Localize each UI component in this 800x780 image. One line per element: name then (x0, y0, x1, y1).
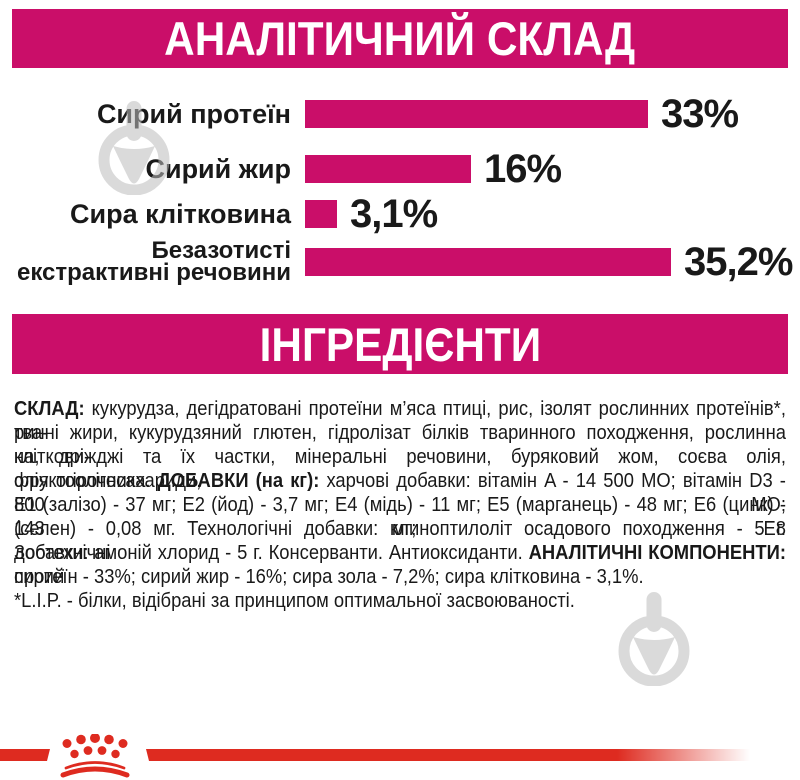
ingredients-heading: АНАЛІТИЧНІ КОМПОНЕНТИ: (528, 542, 786, 564)
ingredients-line: протеїн - 33%; сирий жир - 16%; сира зол… (14, 565, 786, 589)
ingredients-line: олія огірочника. ДОБАВКИ (на кг): харчов… (14, 469, 786, 516)
bar-value: 3,1% (350, 191, 438, 236)
chart-row-crude-fat: Сирий жир 16% (0, 147, 800, 191)
bar-label: Безазотисті екстрактивні речовини (0, 237, 291, 286)
bar-value: 33% (661, 91, 739, 136)
ingredients-line: ринні жири, кукурудзяний глютен, гідролі… (14, 421, 786, 468)
ingredients-run: харчові добавки: вітамін A - 14 500 МО; … (14, 470, 786, 516)
bar-fill (305, 248, 671, 276)
ingredients-line: *L.I.P. - білки, відібрані за принципом … (14, 589, 786, 613)
header-ingredients-title: ІНГРЕДІЄНТИ (259, 317, 541, 371)
ingredients-heading: СКЛАД: (14, 398, 92, 420)
chart-row-crude-fiber: Сира клітковина 3,1% (0, 192, 800, 236)
bar-label-line-2: екстрактивні речовини (16, 259, 291, 286)
bar-label: Сира клітковина (70, 199, 291, 229)
ingredients-run: добавки: амоній хлорид - 5 г. Консервант… (14, 542, 529, 564)
ingredients-line: (селен) - 0,08 мг. Технологічні добавки:… (14, 517, 786, 564)
chart-row-nitrogen-free-extractives: Безазотисті екстрактивні речовини 35,2% (0, 239, 800, 285)
ingredients-run: на, дріжджі та їх частки, мінеральні реч… (14, 446, 786, 492)
analytical-chart: Сирий протеїн 33% Сирий жир 16% Сира клі… (0, 92, 800, 285)
royal-canin-crown-logo-icon (60, 734, 130, 778)
ingredients-line: E1 (залізо) - 37 мг; E2 (йод) - 3,7 мг; … (14, 493, 786, 540)
ingredients-line: добавки: амоній хлорид - 5 г. Консервант… (14, 541, 786, 588)
ingredients-run: ринні жири, кукурудзяний глютен, гідролі… (14, 422, 786, 468)
ingredients-run: E1 (залізо) - 37 мг; E2 (йод) - 3,7 мг; … (14, 494, 786, 540)
ingredients-run: сирий (14, 566, 65, 588)
bar-label: Сирий жир (145, 154, 291, 184)
bar-label: Сирий протеїн (96, 99, 291, 129)
divider-line-left (0, 749, 50, 761)
ingredients-line: на, дріжджі та їх частки, мінеральні реч… (14, 445, 786, 492)
chart-row-crude-protein: Сирий протеїн 33% (0, 92, 800, 136)
ingredients-line: СКЛАД: кукурудза, дегідратовані протеїни… (14, 397, 786, 444)
ingredients-text: СКЛАД: кукурудза, дегідратовані протеїни… (14, 397, 786, 613)
ingredients-run: кукурудза, дегідратовані протеїни м’яса … (14, 398, 786, 444)
bar-value: 16% (484, 146, 562, 191)
ingredients-run: олія огірочника. (14, 470, 158, 492)
ingredients-heading: ДОБАВКИ (на кг): (157, 470, 327, 492)
header-analytical-title: АНАЛІТИЧНИЙ СКЛАД (164, 12, 636, 65)
bar-label-line-1: Безазотисті (151, 237, 291, 264)
ingredients-run: (селен) - 0,08 мг. Технологічні добавки:… (14, 518, 786, 564)
bar-value: 35,2% (684, 239, 793, 284)
divider-line-right (146, 749, 750, 761)
header-analytical-composition: АНАЛІТИЧНИЙ СКЛАД (12, 9, 788, 68)
bar-fill (305, 100, 648, 128)
page: { "colors": { "magenta": "#ca0e69", "red… (0, 9, 800, 780)
bar-fill (305, 155, 471, 183)
ingredients-run: протеїн - 33%; сирий жир - 16%; сира зол… (14, 566, 644, 588)
header-ingredients: ІНГРЕДІЄНТИ (12, 314, 788, 374)
ingredients-run: *L.I.P. - білки, відібрані за принципом … (14, 590, 575, 612)
bar-fill (305, 200, 337, 228)
